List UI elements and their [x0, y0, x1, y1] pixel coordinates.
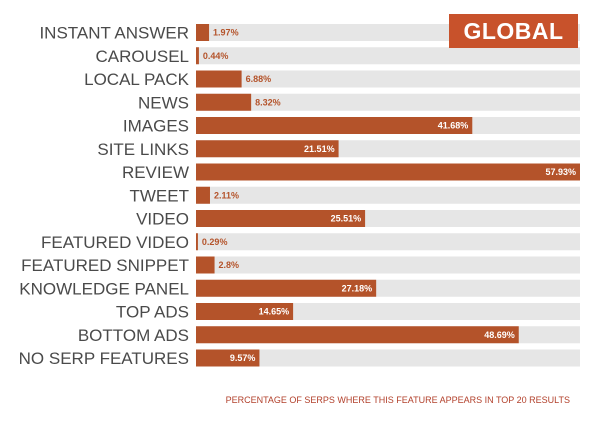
- category-label: IMAGES: [123, 117, 189, 136]
- bar: [196, 163, 580, 181]
- value-label: 48.69%: [484, 330, 515, 340]
- category-label: NEWS: [138, 93, 189, 112]
- value-label: 25.51%: [331, 214, 362, 224]
- chart-footnote: PERCENTAGE OF SERPS WHERE THIS FEATURE A…: [225, 395, 570, 405]
- category-label: KNOWLEDGE PANEL: [19, 279, 189, 298]
- bar: [196, 24, 210, 41]
- category-label: NO SERP FEATURES: [19, 349, 189, 368]
- bar: [196, 233, 198, 251]
- bar-track: [196, 70, 580, 88]
- value-label: 2.11%: [214, 190, 239, 200]
- value-label: 21.51%: [304, 144, 335, 154]
- bar-track: [196, 233, 580, 251]
- category-label: TOP ADS: [116, 303, 189, 322]
- bar: [196, 349, 260, 367]
- value-label: 1.97%: [213, 28, 239, 38]
- bar: [196, 210, 366, 227]
- bar: [196, 186, 210, 204]
- category-label: FEATURED SNIPPET: [21, 256, 189, 275]
- category-label: TWEET: [130, 186, 190, 205]
- category-label: INSTANT ANSWER: [39, 24, 189, 43]
- bar-track: [196, 186, 580, 204]
- bar-track: [196, 47, 580, 65]
- category-label: BOTTOM ADS: [78, 326, 189, 345]
- bar-track: [196, 349, 580, 367]
- value-label: 27.18%: [342, 283, 373, 293]
- value-label: 57.93%: [545, 167, 576, 177]
- region-badge: GLOBAL: [449, 14, 578, 48]
- category-label: REVIEW: [122, 163, 189, 182]
- value-label: 6.88%: [246, 74, 272, 84]
- bar: [196, 279, 377, 297]
- bar: [196, 117, 473, 134]
- category-label: CAROUSEL: [95, 47, 189, 66]
- bar: [196, 47, 199, 65]
- value-label: 2.8%: [219, 260, 240, 270]
- category-label: VIDEO: [136, 210, 189, 229]
- category-label: SITE LINKS: [97, 140, 189, 159]
- bar: [196, 303, 294, 320]
- value-label: 9.57%: [230, 353, 256, 363]
- bar: [196, 70, 242, 88]
- bar: [196, 256, 215, 274]
- bar-track: [196, 93, 580, 111]
- value-label: 14.65%: [259, 307, 290, 317]
- category-label: FEATURED VIDEO: [41, 233, 189, 252]
- bar: [196, 326, 519, 344]
- value-label: 0.29%: [202, 237, 228, 247]
- value-label: 41.68%: [438, 121, 469, 131]
- bar: [196, 93, 252, 111]
- value-label: 0.44%: [203, 51, 229, 61]
- bar-track: [196, 256, 580, 274]
- bar: [196, 140, 339, 158]
- category-label: LOCAL PACK: [84, 70, 190, 89]
- value-label: 8.32%: [255, 97, 281, 107]
